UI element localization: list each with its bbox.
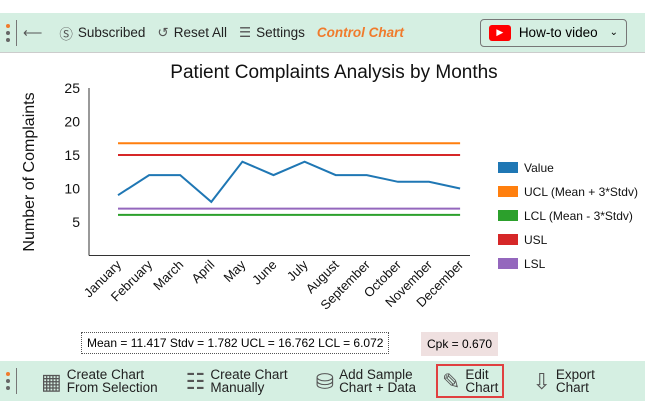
drag-handle-icon[interactable] (6, 372, 10, 390)
reset-all-button[interactable]: ↺ Reset All (157, 25, 227, 41)
label: Create Chart (210, 367, 288, 382)
series-line-0 (117, 160, 461, 204)
subscribed-label: Subscribed (77, 25, 146, 40)
legend-swatch (498, 210, 518, 221)
legend-swatch (498, 234, 518, 245)
edit-chart-button[interactable]: ✎ Edit Chart (435, 364, 505, 398)
sliders-icon: ☰ (239, 24, 252, 40)
edit-chart-icon: ✎ (441, 368, 461, 394)
label: From Selection (66, 380, 158, 395)
drag-handle-icon[interactable] (6, 23, 10, 42)
bottom-toolbar: ▦ Create Chart From Selection ☷ Create Char… (0, 361, 645, 401)
create-manually-button[interactable]: ☷ Create Chart Manually (185, 367, 288, 395)
label: Add Sample (339, 367, 413, 382)
stats-box: Mean = 11.417 Stdv = 1.782 UCL = 16.762 … (81, 332, 390, 354)
y-axis-label: Number of Complaints (21, 92, 38, 251)
chevron-down-icon: ⌄ (609, 27, 618, 38)
label: Chart (555, 380, 589, 395)
export-chart-button[interactable]: ⇩ Export Chart (532, 367, 595, 395)
y-tick-label: 20 (64, 114, 80, 130)
subscribed-button[interactable]: Ⓢ Subscribed (59, 23, 145, 43)
back-button[interactable]: ⟵ (23, 25, 47, 41)
chart-title: Patient Complaints Analysis by Months (170, 62, 497, 83)
legend-label: UCL (Mean + 3*Stdv) (524, 185, 638, 199)
y-tick-label: 5 (72, 214, 80, 230)
legend-swatch (498, 258, 518, 269)
settings-label: Settings (256, 25, 305, 40)
y-tick-label: 15 (64, 147, 80, 163)
youtube-icon: ▶ (488, 24, 511, 41)
legend-label: LSL (524, 257, 546, 271)
form-icon: ☷ (185, 368, 206, 394)
undo-icon: ↺ (157, 24, 169, 40)
legend-label: Value (524, 161, 554, 175)
create-from-selection-button[interactable]: ▦ Create Chart From Selection (41, 367, 158, 395)
app-title: Control Chart (316, 25, 404, 40)
arrow-left-icon: ⟵ (23, 24, 43, 40)
label: Export (555, 367, 595, 382)
legend-swatch (498, 186, 518, 197)
x-tick-label: March (150, 257, 186, 293)
legend-swatch (498, 162, 518, 173)
y-tick-label: 25 (64, 80, 80, 96)
x-tick-label: May (221, 257, 249, 285)
x-tick-label: April (188, 257, 217, 286)
label: Chart (465, 380, 499, 395)
label: Manually (210, 380, 265, 395)
table-icon: ▦ (41, 368, 62, 394)
y-tick-label: 10 (64, 181, 80, 197)
settings-button[interactable]: ☰ Settings (239, 25, 305, 41)
divider (16, 368, 17, 394)
add-sample-button[interactable]: ⛁ Add Sample Chart + Data (315, 367, 416, 395)
export-icon: ⇩ (532, 368, 551, 394)
how-to-video-dropdown[interactable]: ▶ How-to video ⌄ (479, 18, 627, 47)
label: Chart + Data (339, 380, 416, 395)
sample-chart-icon: ⛁ (315, 368, 335, 394)
top-toolbar: ⟵ Ⓢ Subscribed ↺ Reset All ☰ Settings Contr… (0, 13, 645, 53)
divider (16, 19, 17, 46)
video-label: How-to video (518, 25, 598, 40)
reset-label: Reset All (173, 25, 227, 40)
legend-label: LCL (Mean - 3*Stdv) (524, 209, 633, 223)
label: Create Chart (66, 367, 145, 382)
cpk-badge: Cpk = 0.670 (421, 332, 499, 356)
x-tick-label: June (249, 257, 280, 288)
dollar-circle-icon: Ⓢ (59, 26, 73, 42)
legend-label: USL (524, 233, 548, 247)
control-chart: Patient Complaints Analysis by Months Num… (21, 62, 638, 313)
label: Edit (465, 367, 489, 382)
